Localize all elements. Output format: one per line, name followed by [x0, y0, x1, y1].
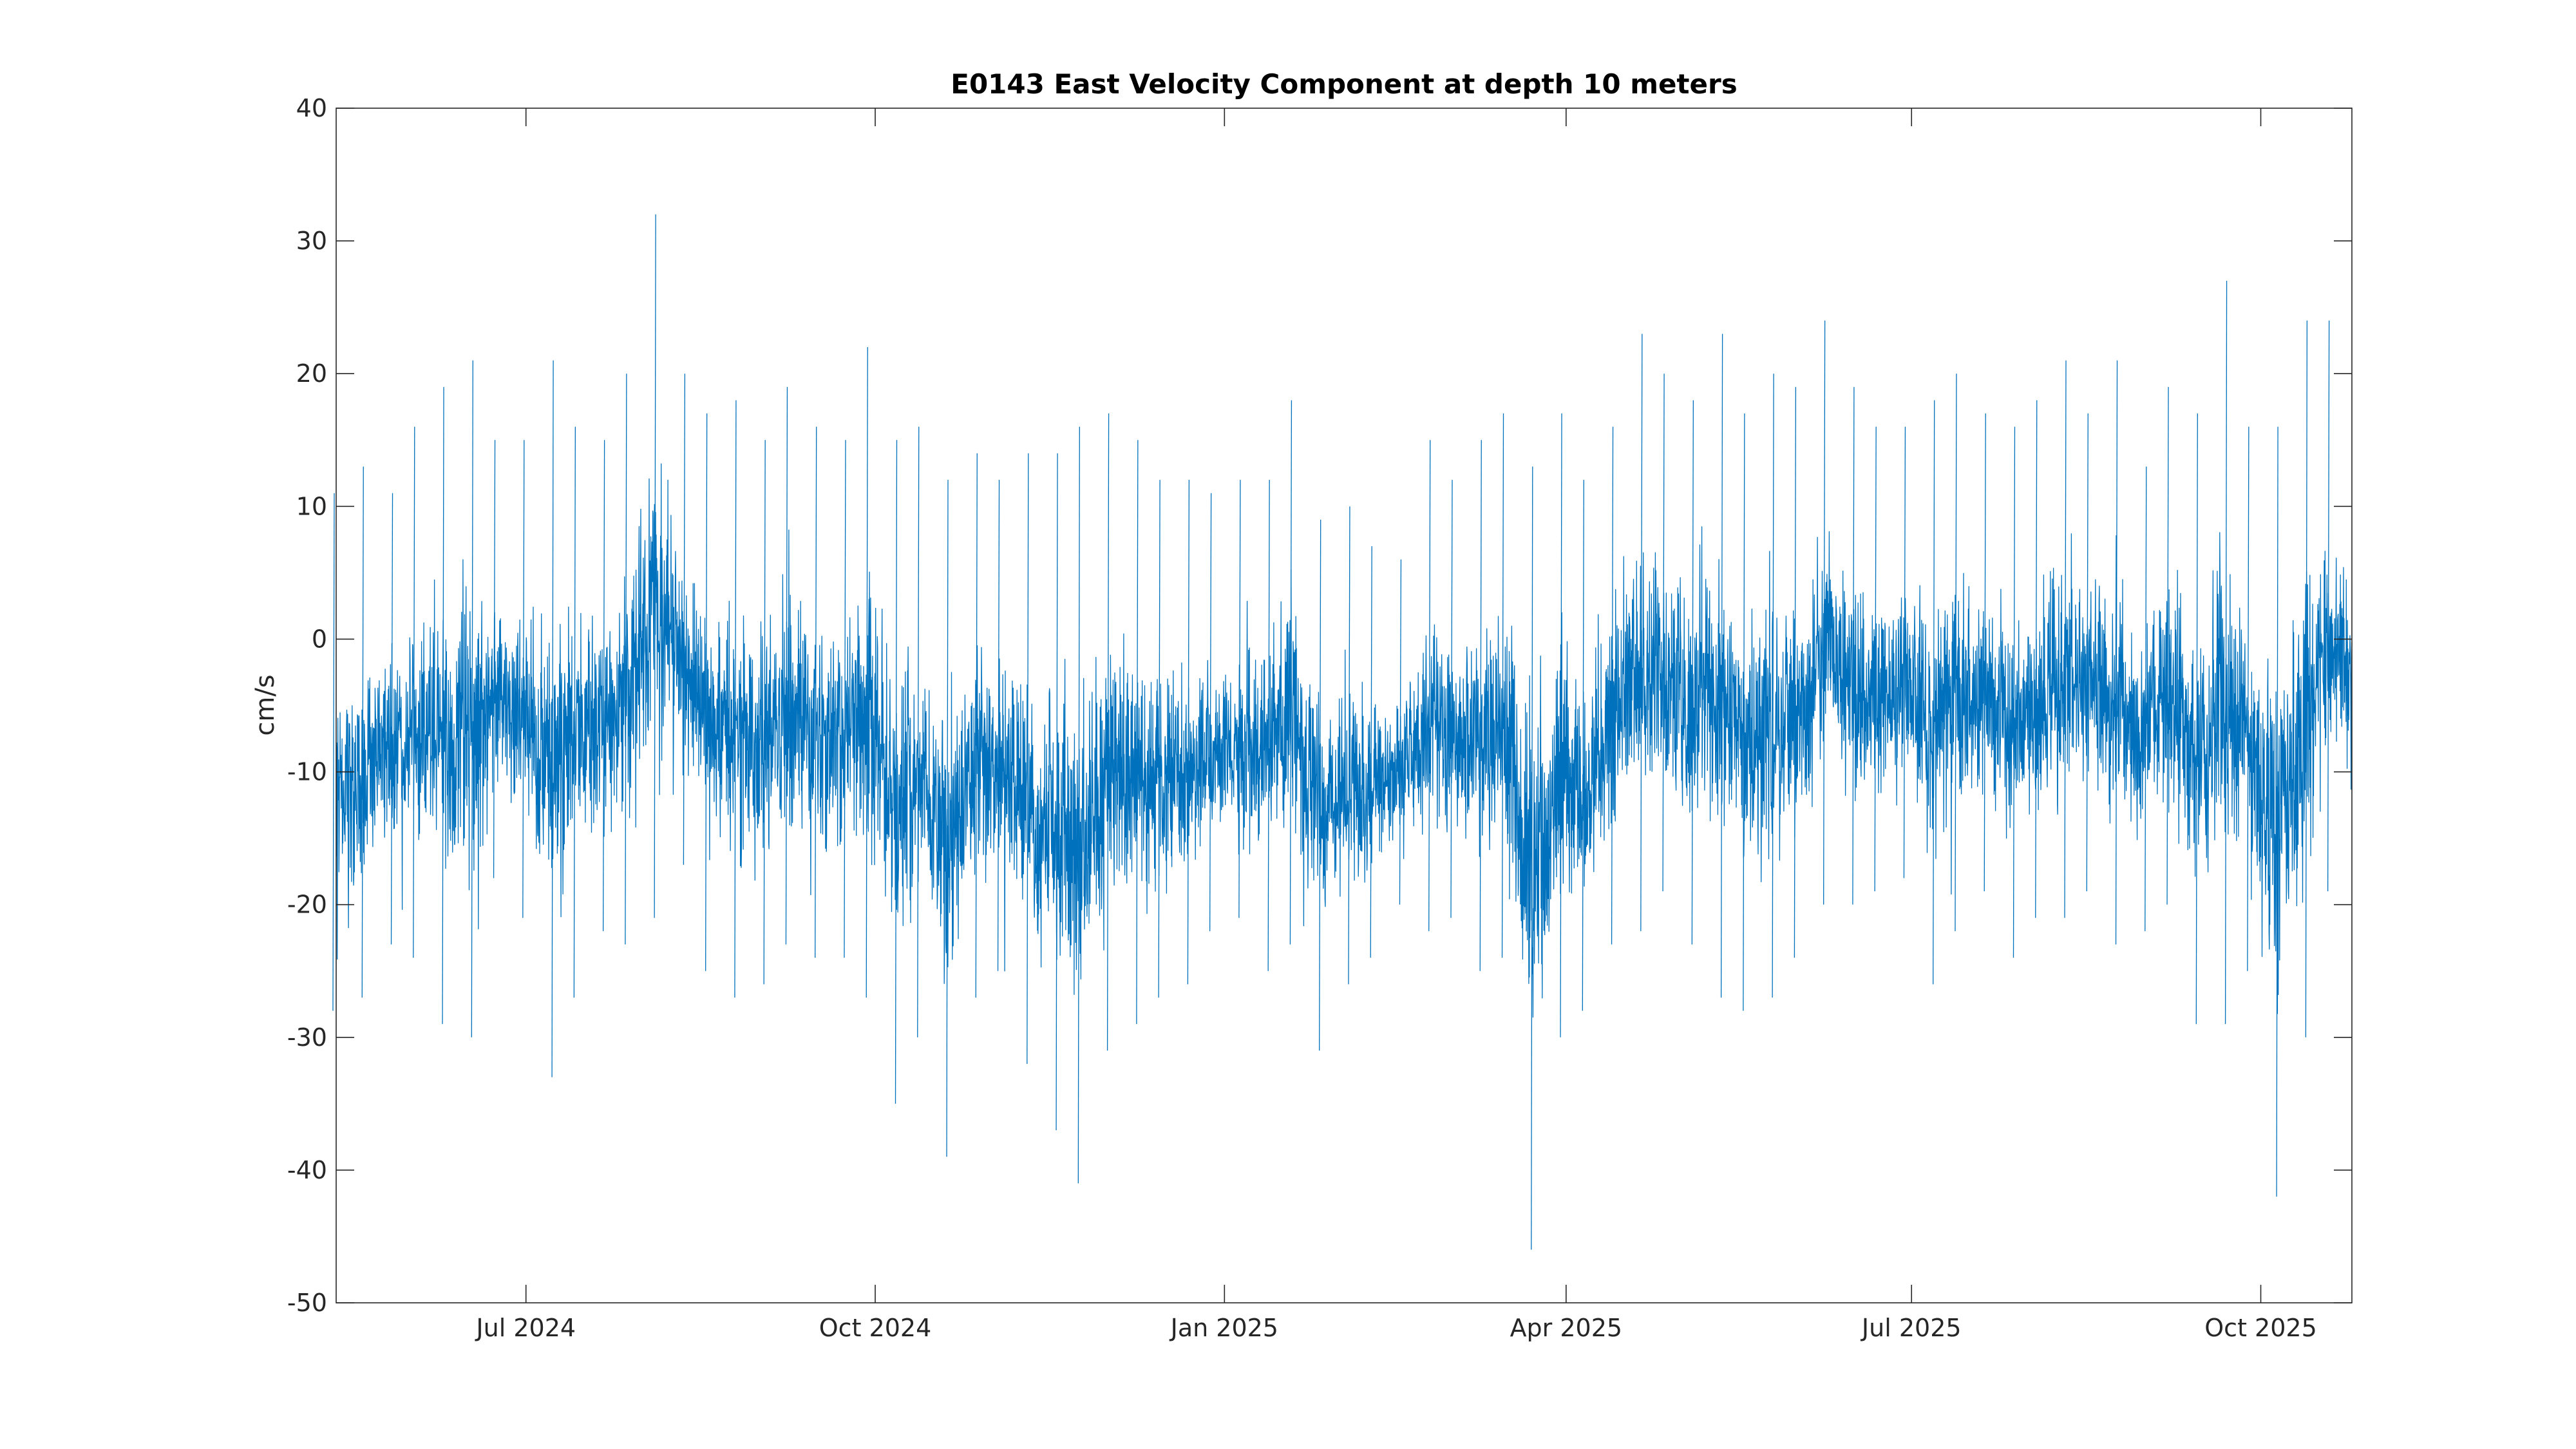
x-tick-label: Oct 2024	[819, 1314, 932, 1342]
y-axis-label: cm/s	[251, 674, 280, 735]
weekly-extreme-spike	[895, 440, 898, 1104]
weekly-extreme-spike	[1450, 480, 1453, 918]
weekly-extreme-spike	[1662, 374, 1665, 892]
weekly-extreme-spike	[2276, 426, 2278, 1197]
weekly-extreme-spike	[1348, 506, 1350, 985]
y-tick-label: 0	[312, 625, 327, 653]
weekly-extreme-spike	[844, 440, 846, 958]
weekly-extreme-spike	[1611, 426, 1614, 945]
y-tick-label: -50	[287, 1289, 327, 1317]
weekly-extreme-spike	[390, 493, 393, 945]
weekly-extreme-spike	[997, 480, 1000, 971]
y-tick-label: 40	[296, 94, 327, 122]
weekly-extreme-spike	[1691, 400, 1694, 945]
weekly-extreme-spike	[1319, 519, 1321, 1051]
weekly-extreme-spike	[1106, 413, 1110, 1051]
x-tick-label: Jan 2025	[1170, 1314, 1278, 1342]
weekly-extreme-spike	[785, 386, 788, 945]
weekly-extreme-spike	[1560, 413, 1562, 1037]
chart-title: E0143 East Velocity Component at depth 1…	[951, 68, 1737, 100]
weekly-extreme-spike	[2247, 426, 2249, 971]
weekly-extreme-spike	[1852, 386, 1855, 905]
weekly-extreme-spike	[1158, 480, 1160, 998]
y-tick-label: 10	[296, 492, 327, 520]
weekly-extreme-spike	[1027, 453, 1029, 1065]
weekly-extreme-spike	[2195, 413, 2198, 1025]
weekly-extreme-spike	[1056, 453, 1058, 1131]
weekly-extreme-spike	[573, 426, 576, 998]
weekly-extreme-spike	[917, 426, 920, 1037]
weekly-extreme-spike	[1238, 480, 1241, 918]
weekly-extreme-spike	[1874, 426, 1877, 892]
tick-layer: 40 30 20 10 0 -10 -20 -30 -40 -50 Jul 2024 Oct 2024…	[287, 94, 2352, 1342]
weekly-extreme-spike	[1772, 374, 1774, 998]
y-tick-label: 20	[296, 359, 327, 388]
weekly-extreme-spike	[361, 466, 364, 998]
weekly-extreme-spike	[1399, 559, 1402, 905]
weekly-extreme-spike	[1903, 426, 1906, 878]
weekly-extreme-spike	[413, 426, 415, 958]
weekly-extreme-spike	[1933, 400, 1935, 985]
weekly-extreme-spike	[683, 374, 686, 865]
weekly-extreme-spike	[2064, 360, 2067, 918]
weekly-extreme-spike	[2115, 360, 2118, 945]
weekly-extreme-spike	[332, 493, 335, 1011]
y-tick-label: -30	[287, 1023, 327, 1052]
weekly-extreme-spike	[1289, 400, 1293, 945]
x-tick-label: Jul 2024	[475, 1314, 576, 1342]
weekly-extreme-spike	[654, 214, 656, 918]
weekly-extreme-spike	[2145, 466, 2147, 931]
weekly-extreme-spike	[2327, 320, 2330, 892]
weekly-extreme-spike	[763, 440, 766, 985]
weekly-extreme-spike	[1370, 546, 1372, 958]
weekly-extreme-spike	[866, 346, 868, 998]
weekly-extreme-spike	[1640, 334, 1643, 931]
weekly-extreme-spike	[1479, 440, 1482, 971]
weekly-extreme-spike	[1582, 480, 1584, 1011]
weekly-extreme-spike	[1720, 334, 1723, 998]
weekly-extreme-spike	[2224, 280, 2228, 1025]
weekly-extreme-spike	[1187, 480, 1190, 985]
plot-area-frame	[336, 108, 2353, 1303]
y-tick-label: -40	[287, 1156, 327, 1184]
x-tick-label: Apr 2025	[1510, 1314, 1623, 1342]
weekly-extreme-spike	[442, 386, 444, 1025]
weekly-extreme-spike	[946, 480, 949, 1157]
weekly-extreme-spike	[1077, 426, 1080, 1184]
weekly-extreme-spike	[1743, 413, 1745, 1011]
weekly-extreme-spike	[1531, 466, 1533, 1250]
series-layer	[332, 214, 2353, 1250]
weekly-extreme-spike	[2012, 426, 2016, 958]
y-tick-label: -10	[287, 758, 327, 786]
weekly-extreme-spike	[493, 440, 496, 878]
weekly-extreme-spike	[705, 413, 708, 971]
weekly-extreme-spike	[625, 374, 627, 945]
weekly-extreme-spike	[1984, 413, 1986, 892]
weekly-extreme-spike	[815, 426, 817, 958]
weekly-extreme-spike	[551, 360, 554, 1077]
weekly-extreme-spike	[2086, 413, 2088, 892]
weekly-extreme-spike	[1955, 374, 1957, 931]
weekly-extreme-spike	[1428, 440, 1431, 931]
weekly-extreme-spike	[1209, 493, 1212, 931]
weekly-extreme-spike	[522, 440, 525, 918]
weekly-extreme-spike	[1267, 480, 1270, 971]
weekly-extreme-spike	[471, 360, 473, 1037]
weekly-extreme-spike	[2035, 400, 2038, 918]
weekly-extreme-spike	[1501, 413, 1504, 958]
weekly-extreme-spike	[975, 453, 978, 998]
x-tick-label: Oct 2025	[2204, 1314, 2317, 1342]
y-tick-label: 30	[296, 227, 327, 255]
weekly-extreme-spike	[2305, 320, 2308, 1037]
weekly-extreme-spike	[1823, 320, 1826, 905]
weekly-extreme-spike	[1794, 386, 1797, 958]
y-tick-label: -20	[287, 891, 327, 919]
weekly-extreme-spike	[2166, 386, 2169, 905]
weekly-extreme-spike	[734, 400, 737, 998]
weekly-extreme-spike	[1136, 440, 1139, 1025]
weekly-extreme-spike	[602, 440, 605, 931]
east-velocity-trace	[336, 463, 2353, 1018]
x-tick-label: Jul 2025	[1861, 1314, 1962, 1342]
